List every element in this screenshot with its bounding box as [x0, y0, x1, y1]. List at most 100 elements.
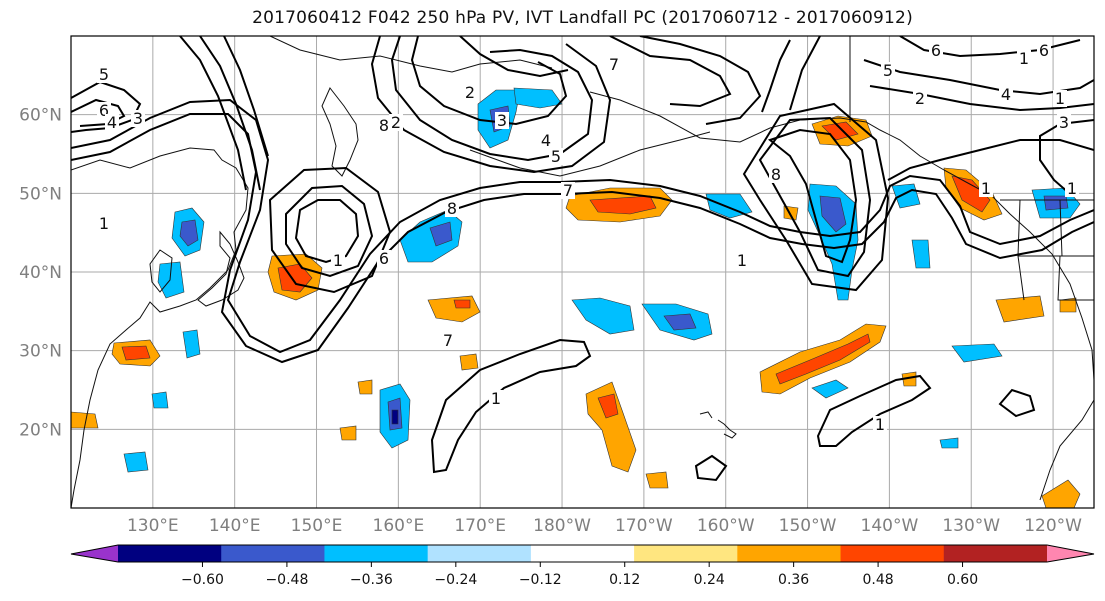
contour — [71, 98, 126, 127]
coastline-aleutians — [469, 131, 711, 177]
colorbar-tick-label: −0.48 — [265, 572, 308, 588]
colorbar-outline — [70, 544, 1095, 563]
contour-label: 1 — [875, 415, 885, 434]
lon-tick-label: 170°E — [454, 516, 506, 536]
colorbar-cells — [71, 545, 1094, 562]
contour-label-bg — [607, 56, 621, 73]
latitude-labels: 20°N 30°N 40°N 50°N 60°N — [19, 106, 62, 441]
shade-blob — [585, 381, 637, 473]
shade-blob — [391, 409, 399, 425]
lon-tick-label: 150°E — [291, 516, 343, 536]
lon-tick-label: 160°E — [373, 516, 425, 536]
contour-label: 2 — [391, 113, 401, 132]
shade-blob — [995, 295, 1045, 323]
contour — [761, 39, 791, 113]
lat-tick-label: 50°N — [19, 184, 62, 204]
shade-blob — [901, 371, 917, 387]
contour — [294, 199, 360, 264]
contour — [767, 128, 858, 264]
contour — [179, 36, 247, 191]
colorbar: −0.60 −0.48 −0.36 −0.24 −0.12 0.12 0.24 0.36 0.4… — [70, 544, 1095, 588]
coastline-korea — [149, 249, 173, 293]
colorbar-tick-label: −0.24 — [434, 572, 477, 588]
colorbar-tick-label: 0.36 — [778, 572, 809, 588]
coastline-japan — [197, 230, 245, 307]
colorbar-extension-max — [1047, 545, 1094, 562]
contour-label-bg — [441, 332, 455, 349]
contour-label: 1 — [981, 179, 991, 198]
contour-label: 8 — [771, 165, 781, 184]
contour-label: 3 — [133, 109, 143, 128]
contour — [285, 184, 374, 278]
lon-tick-label: 160°W — [697, 516, 755, 536]
shade-blob — [811, 379, 849, 399]
shade-blob — [429, 221, 453, 247]
colorbar-cell — [840, 545, 945, 562]
contour-label: 5 — [883, 61, 893, 80]
contour-label: 3 — [497, 111, 507, 130]
contour-label-bg — [929, 42, 943, 59]
colorbar-tick-label: 0.60 — [947, 572, 978, 588]
shade-blob — [807, 183, 859, 301]
contour-label-bg — [1017, 50, 1031, 67]
contour — [998, 388, 1036, 418]
contour-label-bg — [377, 117, 391, 134]
map-frame — [70, 35, 1095, 509]
contour-label: 6 — [1039, 41, 1049, 60]
shade-blob — [951, 343, 1003, 363]
colorbar-cell — [737, 545, 842, 562]
shade-blob — [123, 451, 149, 473]
shade-blob — [513, 87, 563, 109]
contour — [816, 374, 932, 447]
coastline-hawaii — [699, 411, 737, 439]
contour-label-bg — [445, 200, 459, 217]
colorbar-cell — [324, 545, 429, 562]
contour-label: 8 — [379, 116, 389, 135]
shade-blob — [597, 393, 619, 419]
contour-label-bg — [873, 416, 887, 433]
contour — [459, 36, 569, 78]
contour-label-bg — [735, 252, 749, 269]
coastlines — [71, 36, 1094, 508]
contour-label-bg — [1037, 42, 1051, 59]
contour-label-bg — [561, 182, 575, 199]
longitude-labels: 130°E 140°E 150°E 160°E 170°E 180°W 170°W 160°W… — [127, 516, 1082, 536]
contour-label: 3 — [1059, 113, 1069, 132]
lon-tick-label: 130°E — [127, 516, 179, 536]
shade-blob — [911, 239, 931, 269]
contour — [370, 36, 612, 174]
contour — [694, 454, 728, 482]
shade-blob — [179, 219, 199, 247]
contour-label: 1 — [1067, 179, 1077, 198]
shade-blob — [1043, 195, 1069, 211]
contour — [887, 139, 1094, 181]
contour-label: 2 — [465, 83, 475, 102]
shade-blob — [939, 437, 959, 449]
contour-label: 7 — [609, 55, 619, 74]
contour-label: 2 — [915, 89, 925, 108]
contour-label: 7 — [563, 181, 573, 200]
shade-blob — [121, 345, 151, 361]
contour-label-bg — [97, 215, 111, 232]
contour-label-bg — [979, 180, 993, 197]
shade-blob — [151, 391, 169, 409]
shade-blob — [339, 425, 357, 441]
lon-tick-label: 140°W — [861, 516, 919, 536]
contour-label-bg — [131, 110, 145, 127]
shade-blob — [459, 353, 479, 371]
colorbar-cell — [943, 545, 1048, 562]
contour-label-bg — [377, 250, 391, 267]
shade-blob — [775, 333, 871, 385]
lon-tick-label: 130°W — [942, 516, 1000, 536]
colorbar-cell — [530, 545, 635, 562]
shade-blob — [182, 329, 201, 359]
pv-contours — [71, 36, 1094, 482]
contour-label: 1 — [1019, 49, 1029, 68]
lon-tick-label: 180°W — [533, 516, 591, 536]
lat-tick-label: 40°N — [19, 263, 62, 283]
colorbar-tick-label: −0.12 — [519, 572, 562, 588]
lon-tick-label: 170°W — [615, 516, 673, 536]
contour — [869, 85, 1094, 112]
contour — [609, 36, 732, 108]
